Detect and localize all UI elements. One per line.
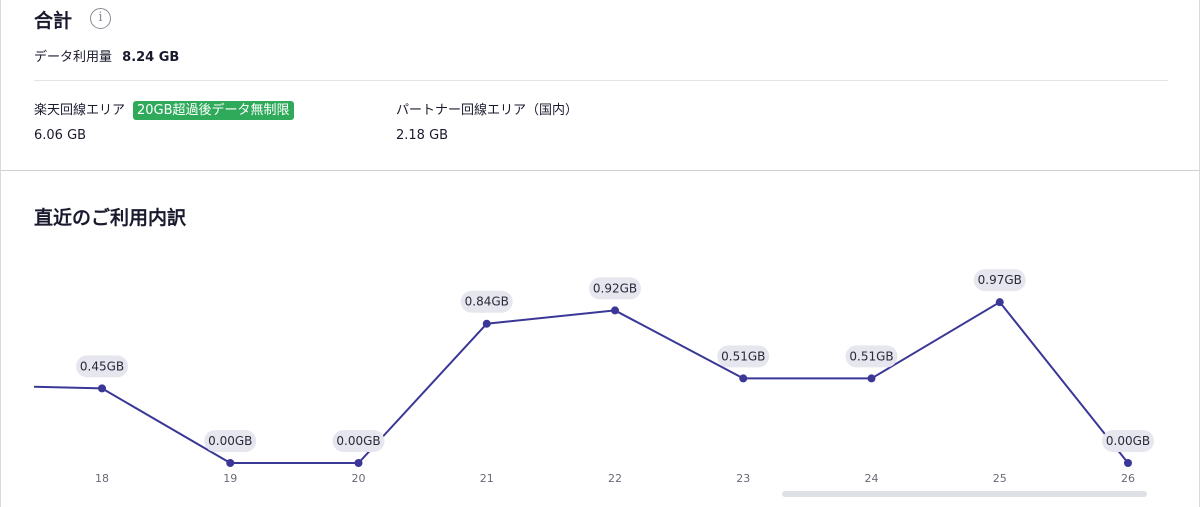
chart-scrollbar[interactable] <box>782 491 1147 497</box>
data-label: 0.00GB <box>1106 434 1150 448</box>
x-tick-label: 20 <box>352 472 366 485</box>
x-tick-label: 25 <box>993 472 1007 485</box>
data-point[interactable] <box>226 459 235 467</box>
usage-summary-card: 合計 i データ利用量 8.24 GB 楽天回線エリア 20GB超過後データ無制限… <box>1 0 1200 171</box>
data-point[interactable] <box>739 374 748 383</box>
info-icon[interactable]: i <box>90 8 111 29</box>
data-label: 0.00GB <box>208 434 252 448</box>
x-tick-label: 19 <box>223 472 237 485</box>
rakuten-area-label: 楽天回線エリア <box>34 103 126 118</box>
partner-area-label: パートナー回線エリア（国内） <box>396 103 579 118</box>
data-label-pill <box>460 290 513 313</box>
data-label: 0.92GB <box>593 281 637 295</box>
data-label: 0.51GB <box>849 349 893 363</box>
total-usage-row: データ利用量 8.24 GB <box>34 46 179 65</box>
data-point[interactable] <box>611 306 619 315</box>
data-label: 0.00GB <box>336 434 380 448</box>
divider <box>34 80 1168 81</box>
rakuten-area-label-row: 楽天回線エリア 20GB超過後データ無制限 <box>34 99 294 120</box>
summary-title: 合計 <box>34 10 73 32</box>
x-tick-label: 21 <box>480 472 494 485</box>
data-point[interactable] <box>354 459 363 467</box>
x-tick-label: 23 <box>736 472 750 485</box>
data-label-pill <box>332 430 385 452</box>
data-label: 0.45GB <box>80 359 124 373</box>
data-label-pill <box>845 345 898 368</box>
x-tick-label: 24 <box>865 472 879 485</box>
total-usage-label: データ利用量 <box>34 50 113 65</box>
data-label: 0.97GB <box>978 273 1022 287</box>
rakuten-area-value: 6.06 GB <box>34 128 87 143</box>
data-label-pill <box>589 277 641 300</box>
data-point[interactable] <box>1124 459 1132 467</box>
data-point[interactable] <box>867 374 876 383</box>
series-line-lead-in <box>33 385 103 390</box>
unlimited-badge: 20GB超過後データ無制限 <box>133 101 294 120</box>
data-label-pill <box>717 345 770 368</box>
data-label-pill <box>76 355 128 378</box>
x-tick-label: 26 <box>1121 472 1135 485</box>
x-tick-label: 22 <box>608 472 622 485</box>
recent-usage-title: 直近のご利用内訳 <box>34 207 187 229</box>
data-label: 0.84GB <box>465 295 509 309</box>
data-label-pill <box>1102 430 1154 452</box>
x-tick-label: 18 <box>95 472 109 485</box>
partner-area-value: 2.18 GB <box>396 128 449 143</box>
data-label: 0.51GB <box>721 349 765 363</box>
data-point[interactable] <box>98 384 106 393</box>
data-point[interactable] <box>482 319 491 328</box>
total-usage-value: 8.24 GB <box>122 50 180 65</box>
data-label-pill <box>973 269 1026 292</box>
data-label-pill <box>204 430 257 452</box>
data-point[interactable] <box>995 298 1004 307</box>
